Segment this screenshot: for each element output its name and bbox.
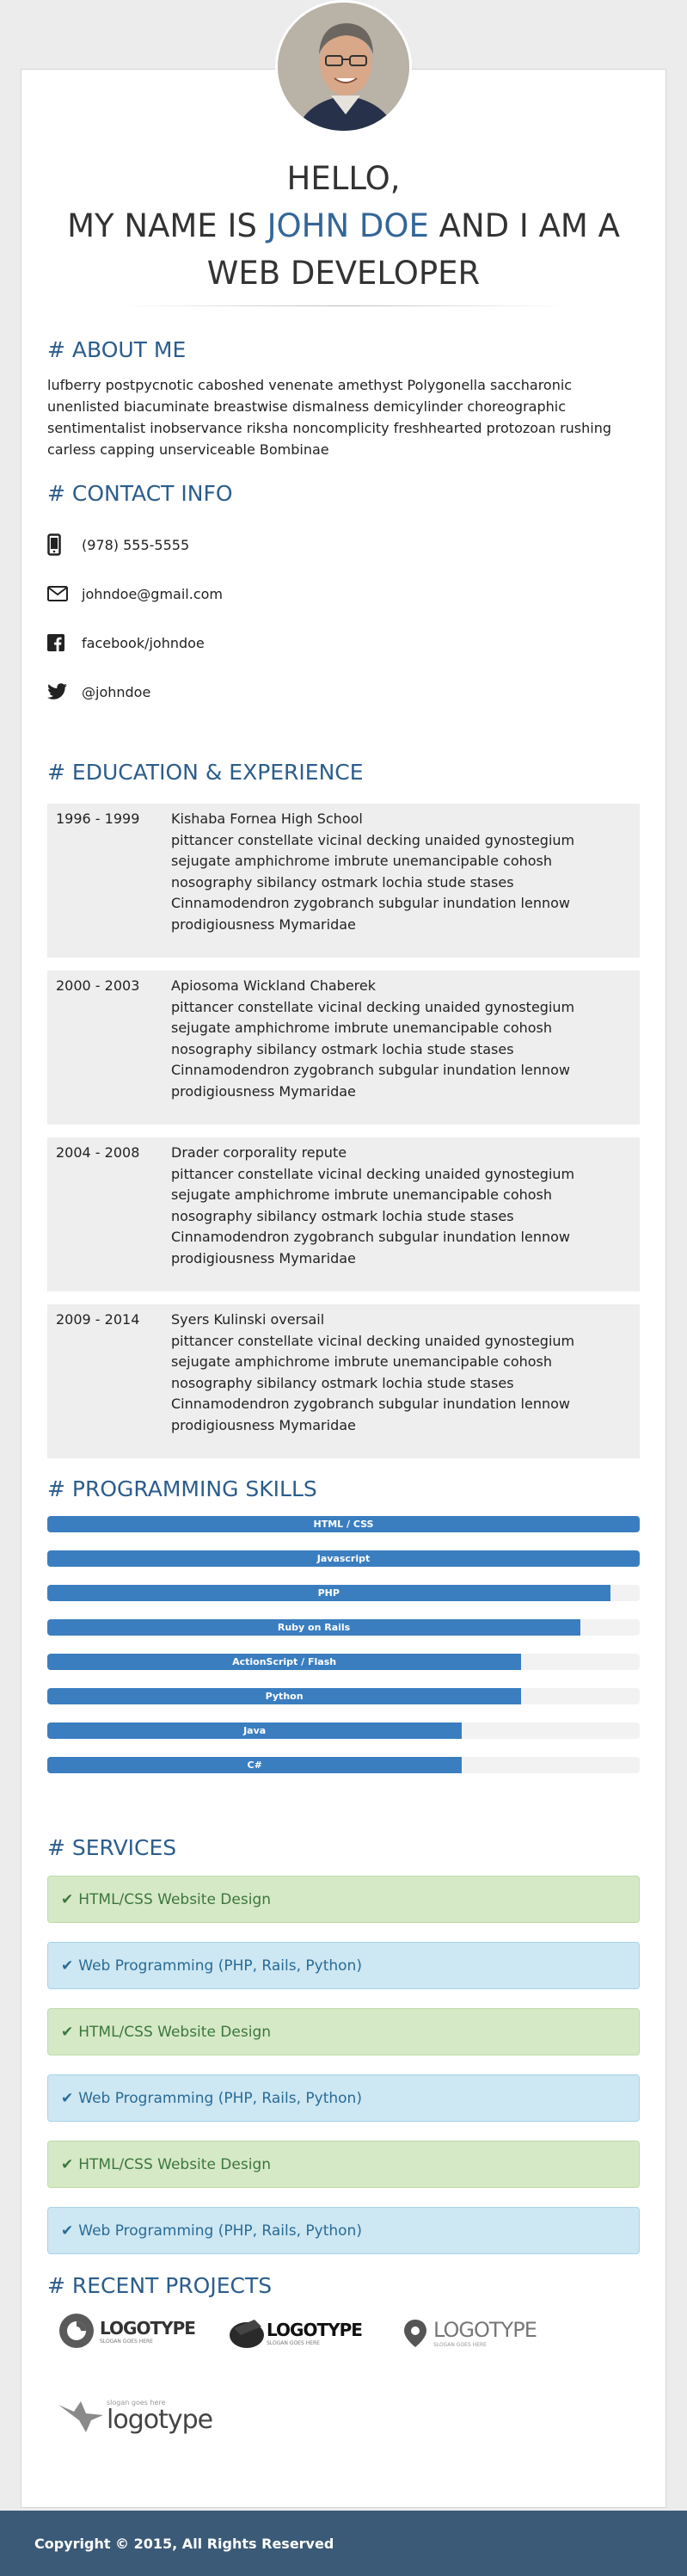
contact-heading: # CONTACT INFO: [47, 481, 233, 506]
service-item: ✔ Web Programming (PHP, Rails, Python): [47, 1942, 640, 1989]
hero-line-3: WEB DEVELOPER: [206, 255, 481, 292]
check-icon: ✔: [61, 1957, 74, 1975]
logo-slogan: SLOGAN GOES HERE: [433, 2342, 487, 2348]
skill-bar: HTML / CSS: [47, 1516, 640, 1532]
logo-name: LOGOTYPE: [267, 2319, 363, 2340]
about-heading: # ABOUT ME: [47, 337, 187, 362]
contact-phone-text: (978) 555-5555: [82, 536, 190, 553]
logo-name: LOGOTYPE: [100, 2317, 196, 2339]
education-item: 2004 - 2008 Drader corporality repute pi…: [47, 1137, 640, 1291]
service-item: ✔ Web Programming (PHP, Rails, Python): [47, 2207, 640, 2254]
twitter-icon: [47, 681, 82, 703]
education-item: 1996 - 1999 Kishaba Fornea High School p…: [47, 804, 640, 958]
education-place: Apiosoma Wickland Chaberek: [171, 977, 376, 994]
projects-heading: # RECENT PROJECTS: [47, 2273, 273, 2298]
skill-fill: C#: [47, 1757, 463, 1773]
logo-cap-icon: [230, 2320, 264, 2348]
hero-line-1: HELLO,: [286, 160, 401, 197]
services-heading: # SERVICES: [47, 1835, 177, 1860]
service-label: Web Programming (PHP, Rails, Python): [78, 1957, 362, 1975]
skills-heading: # PROGRAMMING SKILLS: [47, 1476, 317, 1501]
service-label: Web Programming (PHP, Rails, Python): [78, 2089, 362, 2107]
education-years: 2004 - 2008: [56, 1144, 140, 1161]
check-icon: ✔: [61, 2023, 74, 2041]
service-label: HTML/CSS Website Design: [78, 2155, 272, 2173]
footer-copyright: Copyright © 2015, All Rights Reserved: [34, 2535, 334, 2552]
project-logo[interactable]: LOGOTYPE SLOGAN GOES HERE: [58, 2313, 196, 2349]
education-place: Syers Kulinski oversail: [171, 1311, 325, 1328]
skill-bar: Ruby on Rails: [47, 1619, 640, 1636]
education-years: 2000 - 2003: [56, 977, 140, 994]
skill-fill: PHP: [47, 1585, 610, 1601]
education-desc: pittancer constellate vicinal decking un…: [171, 1332, 575, 1433]
about-text: lufberry postpycnotic caboshed venenate …: [47, 377, 612, 458]
logo-slogan: SLOGAN GOES HERE: [100, 2338, 153, 2345]
footer: Copyright © 2015, All Rights Reserved: [0, 2511, 687, 2576]
skill-bar: C#: [47, 1757, 640, 1773]
envelope-icon: [47, 582, 82, 605]
education-years: 2009 - 2014: [56, 1311, 140, 1328]
facebook-icon: [47, 632, 82, 654]
service-item: ✔ Web Programming (PHP, Rails, Python): [47, 2074, 640, 2122]
logo-ring-icon: [59, 2314, 94, 2348]
service-label: HTML/CSS Website Design: [78, 2023, 272, 2041]
contact-email-text[interactable]: johndoe@gmail.com: [82, 585, 223, 602]
service-label: Web Programming (PHP, Rails, Python): [78, 2222, 362, 2240]
education-desc: pittancer constellate vicinal decking un…: [171, 831, 575, 933]
logo-bird-icon: [58, 2400, 103, 2432]
education-item: 2009 - 2014 Syers Kulinski oversail pitt…: [47, 1304, 640, 1458]
skill-bar: PHP: [47, 1585, 640, 1601]
check-icon: ✔: [61, 1890, 74, 1908]
education-place: Drader corporality repute: [171, 1144, 347, 1161]
hero-post: AND I AM A: [428, 207, 620, 244]
skill-fill: Javascript: [47, 1550, 640, 1567]
skill-bar: Javascript: [47, 1550, 640, 1567]
portrait-image: [278, 3, 409, 131]
skill-fill: HTML / CSS: [47, 1516, 640, 1532]
hero-line-2: MY NAME IS JOHN DOE AND I AM A: [0, 202, 687, 250]
skill-fill: ActionScript / Flash: [47, 1654, 522, 1670]
education-place: Kishaba Fornea High School: [171, 810, 363, 827]
education-desc: pittancer constellate vicinal decking un…: [171, 1165, 575, 1266]
contact-email[interactable]: johndoe@gmail.com: [47, 582, 223, 605]
skill-fill: Java: [47, 1722, 463, 1739]
logo-pin-icon: [404, 2319, 426, 2347]
profile-photo: [275, 0, 412, 133]
skill-bar: ActionScript / Flash: [47, 1654, 640, 1670]
logo-slogan: slogan goes here: [107, 2399, 166, 2407]
hero-name: JOHN DOE: [267, 207, 429, 244]
education-heading: # EDUCATION & EXPERIENCE: [47, 760, 364, 785]
service-item: ✔ HTML/CSS Website Design: [47, 1876, 640, 1923]
skill-bar: Java: [47, 1722, 640, 1739]
service-item: ✔ HTML/CSS Website Design: [47, 2141, 640, 2188]
hero-heading: HELLO, MY NAME IS JOHN DOE AND I AM A WE…: [0, 155, 687, 297]
project-logo[interactable]: LOGOTYPE SLOGAN GOES HERE: [229, 2316, 363, 2349]
check-icon: ✔: [61, 2089, 74, 2107]
project-logo[interactable]: slogan goes here logotype: [57, 2395, 213, 2435]
check-icon: ✔: [61, 2222, 74, 2240]
education-desc: pittancer constellate vicinal decking un…: [171, 998, 575, 1100]
contact-phone: (978) 555-5555: [47, 533, 189, 556]
service-label: HTML/CSS Website Design: [78, 1890, 272, 1908]
skill-fill: Python: [47, 1688, 522, 1704]
project-logo[interactable]: LOGOTYPE SLOGAN GOES HERE: [402, 2318, 537, 2348]
skill-bar: Python: [47, 1688, 640, 1704]
contact-twitter-text[interactable]: @johndoe: [82, 683, 151, 700]
skill-fill: Ruby on Rails: [47, 1619, 581, 1636]
education-years: 1996 - 1999: [56, 810, 140, 827]
contact-twitter[interactable]: @johndoe: [47, 681, 150, 703]
service-item: ✔ HTML/CSS Website Design: [47, 2008, 640, 2055]
hero-pre: MY NAME IS: [67, 207, 267, 244]
phone-icon: [47, 533, 82, 556]
contact-facebook[interactable]: facebook/johndoe: [47, 632, 205, 654]
contact-facebook-text[interactable]: facebook/johndoe: [82, 634, 205, 651]
logo-name: logotype: [107, 2405, 213, 2435]
logo-name: LOGOTYPE: [433, 2318, 537, 2342]
logo-slogan: SLOGAN GOES HERE: [267, 2339, 320, 2346]
hero-divider: [120, 305, 567, 306]
education-item: 2000 - 2003 Apiosoma Wickland Chaberek p…: [47, 971, 640, 1125]
check-icon: ✔: [61, 2155, 74, 2173]
